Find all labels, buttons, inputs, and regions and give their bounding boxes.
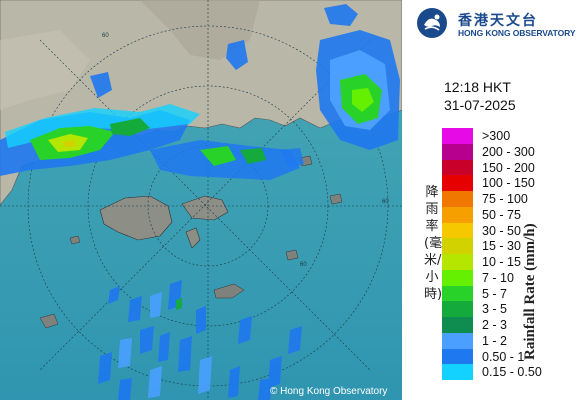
range-ring-label: 60: [382, 199, 389, 205]
radar-map: 60 60 60: [0, 0, 402, 400]
legend-swatch: [442, 332, 473, 349]
range-ring-label: 60: [300, 262, 307, 268]
legend-swatch: [442, 285, 473, 302]
legend-label: 0.50 - 1: [482, 349, 525, 364]
radar-time: 12:18 HKT: [444, 79, 511, 95]
observatory-emblem-icon: [417, 8, 447, 38]
legend-swatch: [442, 269, 473, 286]
radar-date: 31-07-2025: [444, 97, 516, 113]
legend-swatch: [442, 159, 473, 176]
land-shading: [0, 30, 90, 110]
legend-swatch: [442, 317, 473, 334]
range-ring-label: 60: [102, 33, 109, 39]
legend-label: 150 - 200: [482, 160, 535, 175]
legend-label: 5 - 7: [482, 286, 508, 301]
legend-label: 50 - 75: [482, 207, 521, 222]
legend-label: 0.15 - 0.50: [482, 365, 542, 380]
org-name-en: HONG KONG OBSERVATORY: [458, 28, 576, 38]
legend-color-scale: [442, 128, 473, 381]
legend-label: 75 - 100: [482, 192, 528, 206]
hong-kong-island: [181, 195, 229, 221]
map-copyright: © Hong Kong Observatory: [270, 386, 387, 397]
rain-echo-south-streaks: [98, 280, 302, 400]
legend-swatch: [442, 301, 473, 318]
legend-swatch: [442, 348, 473, 365]
legend-swatch: [442, 238, 473, 255]
legend-swatch: [442, 143, 473, 160]
legend-swatch: [442, 222, 473, 239]
lamma-island: [185, 227, 201, 249]
legend-swatch: [442, 364, 473, 381]
observatory-logo: 香港天文台 HONG KONG OBSERVATORY: [412, 6, 576, 40]
legend-label: 7 - 10: [482, 270, 514, 285]
legend-swatch: [442, 128, 473, 145]
legend-panel: 香港天文台 HONG KONG OBSERVATORY 12:18 HKT 31…: [402, 0, 577, 400]
rain-echo-central: [150, 140, 304, 180]
range-rings: [0, 0, 402, 400]
rain-echo-cluster-northeast: [90, 4, 400, 150]
legend-label: >300: [482, 129, 511, 143]
lantau-island: [99, 195, 173, 241]
legend-label: 1 - 2: [482, 333, 508, 348]
legend-label: 3 - 5: [482, 302, 508, 317]
legend-label: 30 - 50: [482, 223, 521, 238]
legend-swatch: [442, 191, 473, 208]
legend-label: 200 - 300: [482, 144, 535, 159]
legend-label: 15 - 30: [482, 239, 521, 254]
outlying-islands: [39, 155, 343, 329]
legend-swatch: [442, 206, 473, 223]
legend-swatch: [442, 175, 473, 192]
legend-label: 10 - 15: [482, 255, 521, 269]
legend-label: 100 - 150: [482, 176, 535, 191]
rain-echo-band-north: [0, 104, 200, 176]
legend-swatch: [442, 254, 473, 271]
org-name-zh: 香港天文台: [458, 13, 538, 29]
legend-title-en: Rainfall Rate (mm/h): [522, 223, 538, 360]
legend-label: 2 - 3: [482, 318, 508, 332]
legend-title-zh: 降雨率(毫米/小時): [424, 185, 443, 302]
